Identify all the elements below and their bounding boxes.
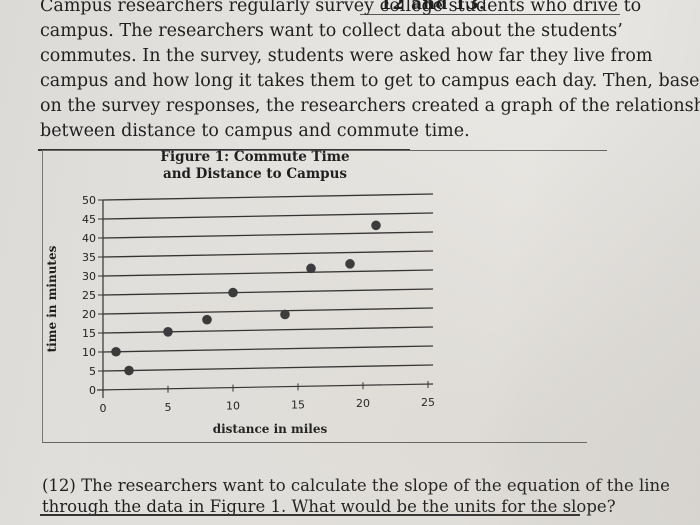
y-tick-label-30: 30 bbox=[82, 270, 96, 283]
y-tick-label-35: 35 bbox=[82, 251, 96, 264]
gridline-y-50 bbox=[102, 193, 434, 201]
intro-line-6: between distance to campus and commute t… bbox=[40, 121, 470, 141]
data-point-1 bbox=[111, 346, 121, 357]
figure-title-line-2: and Distance to Campus bbox=[162, 166, 348, 182]
gridline-y-45 bbox=[102, 212, 434, 220]
gridline-y-40 bbox=[102, 231, 434, 239]
gridline-y-25 bbox=[102, 288, 434, 296]
data-point-2 bbox=[124, 365, 134, 376]
y-tick-label-0: 0 bbox=[89, 384, 96, 397]
question-range-header: 12 and 13. bbox=[380, 0, 486, 14]
x-tick-label-0: 0 bbox=[100, 402, 107, 415]
y-tick-label-25: 25 bbox=[82, 289, 96, 302]
intro-line-4: campus and how long it takes them to get… bbox=[40, 71, 700, 91]
intro-line-3: commutes. In the survey, students were a… bbox=[40, 46, 653, 66]
y-tick-label-40: 40 bbox=[82, 232, 96, 245]
x-tick-label-5: 5 bbox=[165, 401, 172, 414]
y-axis-label: time in minutes bbox=[45, 245, 59, 353]
gridline-y-20 bbox=[102, 307, 434, 315]
data-point-4 bbox=[202, 314, 212, 325]
header-rule bbox=[360, 14, 620, 15]
intro-line-5: on the survey responses, the researchers… bbox=[40, 96, 700, 116]
figure-title-line-1: Figure 1: Commute Time bbox=[160, 149, 350, 165]
figure-panel-bottom-border bbox=[42, 442, 587, 443]
question-underline bbox=[40, 514, 580, 516]
y-tick-label-45: 45 bbox=[82, 213, 96, 226]
y-tick-label-50: 50 bbox=[82, 194, 96, 207]
x-tick-label-15: 15 bbox=[291, 398, 305, 411]
data-point-5 bbox=[228, 287, 238, 298]
y-tick-label-15: 15 bbox=[82, 327, 96, 340]
gridline-y-10 bbox=[102, 345, 434, 353]
data-point-3 bbox=[163, 327, 173, 337]
x-axis-label: distance in miles bbox=[212, 422, 328, 436]
intro-line-2: campus. The researchers want to collect … bbox=[40, 21, 623, 41]
chart-data-points bbox=[111, 220, 381, 376]
x-tick-label-20: 20 bbox=[356, 397, 370, 410]
question-12: (12) The researchers want to calculate t… bbox=[42, 475, 670, 517]
data-point-9 bbox=[371, 220, 381, 231]
data-point-6 bbox=[280, 309, 290, 320]
x-tick-label-10: 10 bbox=[226, 400, 240, 413]
intro-line-1: Campus researchers regularly survey coll… bbox=[40, 0, 642, 16]
gridline-y-35 bbox=[102, 250, 434, 258]
figure-title: Figure 1: Commute Time and Distance to C… bbox=[150, 149, 360, 183]
gridline-y-15 bbox=[102, 326, 434, 334]
gridline-y-30 bbox=[102, 269, 434, 277]
figure-panel-top-border bbox=[42, 150, 607, 151]
question-12-line-1: (12) The researchers want to calculate t… bbox=[42, 476, 670, 495]
y-tick-label-5: 5 bbox=[89, 365, 96, 378]
gridline-y-5 bbox=[102, 364, 434, 372]
data-point-7 bbox=[306, 263, 316, 274]
figure-panel-left-border bbox=[42, 150, 43, 442]
y-tick-label-20: 20 bbox=[82, 308, 96, 321]
chart-tick-labels: 0 5 10 15 20 25 30 35 40 45 50 0 5 10 15 20 25 bbox=[82, 194, 435, 415]
chart-axes bbox=[96, 199, 434, 398]
y-tick-label-10: 10 bbox=[82, 346, 96, 359]
data-point-8 bbox=[345, 259, 355, 269]
x-tick-label-25: 25 bbox=[421, 396, 435, 409]
question-12-line-2: through the data in Figure 1. What would… bbox=[42, 497, 616, 516]
chart-gridlines bbox=[102, 193, 434, 372]
x-axis-line bbox=[96, 383, 434, 391]
